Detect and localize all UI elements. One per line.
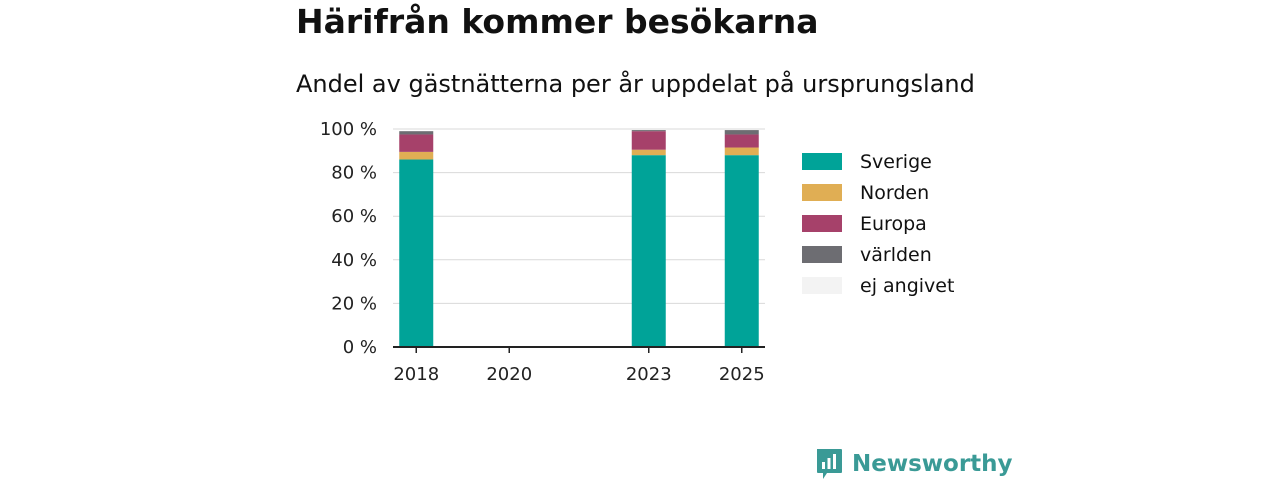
- legend-item: Sverige: [802, 146, 954, 177]
- brand-name: Newsworthy: [852, 451, 1013, 477]
- legend: Sverige Norden Europa världen ej angivet: [802, 146, 954, 301]
- bar-segment-världen-2025: [724, 130, 759, 135]
- bar-chart-icon: [817, 449, 842, 479]
- x-tick-label: 2025: [719, 364, 765, 385]
- legend-item: ej angivet: [802, 270, 954, 301]
- bars: [399, 130, 759, 347]
- x-axis: 2018 2020 2023 2025: [393, 346, 765, 385]
- legend-label: Europa: [860, 212, 927, 235]
- legend-swatch: [802, 215, 842, 232]
- bar-segment-norden-2023: [631, 149, 666, 156]
- bar-segment-sverige-2018: [399, 159, 434, 347]
- grid-lines: [393, 128, 765, 304]
- legend-swatch: [802, 246, 842, 263]
- y-tick-label: 60 %: [331, 206, 377, 227]
- legend-item: Norden: [802, 177, 954, 208]
- legend-swatch: [802, 153, 842, 170]
- x-tick-label: 2018: [393, 364, 439, 385]
- newsworthy-logo: Newsworthy: [815, 447, 1013, 481]
- legend-swatch: [802, 184, 842, 201]
- y-tick-label: 40 %: [331, 250, 377, 271]
- x-tick-label: 2023: [626, 364, 672, 385]
- bar-segment-sverige-2025: [724, 155, 759, 347]
- y-tick-label: 0 %: [343, 337, 377, 358]
- legend-label: ej angivet: [860, 274, 955, 297]
- bar-segment-norden-2018: [399, 151, 434, 160]
- y-axis: 0 % 20 % 40 % 60 % 80 % 100 %: [320, 119, 377, 358]
- legend-swatch: [802, 277, 842, 294]
- bar-segment-världen-2018: [399, 131, 434, 135]
- legend-label: Norden: [860, 181, 930, 204]
- legend-item: Europa: [802, 208, 954, 239]
- chart-title: Härifrån kommer besökarna: [296, 2, 819, 41]
- bar-segment-världen-2023: [631, 130, 666, 132]
- legend-item: världen: [802, 239, 954, 270]
- bar-segment-norden-2025: [724, 147, 759, 156]
- bar-segment-europa-2025: [724, 134, 759, 148]
- bar-segment-sverige-2023: [631, 155, 666, 347]
- legend-label: världen: [860, 243, 932, 266]
- chart-subtitle: Andel av gästnätterna per år uppdelat på…: [296, 70, 975, 98]
- x-tick-label: 2020: [486, 364, 532, 385]
- y-tick-label: 20 %: [331, 293, 377, 314]
- bar-segment-europa-2018: [399, 134, 434, 152]
- legend-label: Sverige: [860, 150, 932, 173]
- bar-segment-europa-2023: [631, 131, 666, 150]
- y-tick-label: 80 %: [331, 163, 377, 184]
- y-tick-label: 100 %: [320, 119, 377, 140]
